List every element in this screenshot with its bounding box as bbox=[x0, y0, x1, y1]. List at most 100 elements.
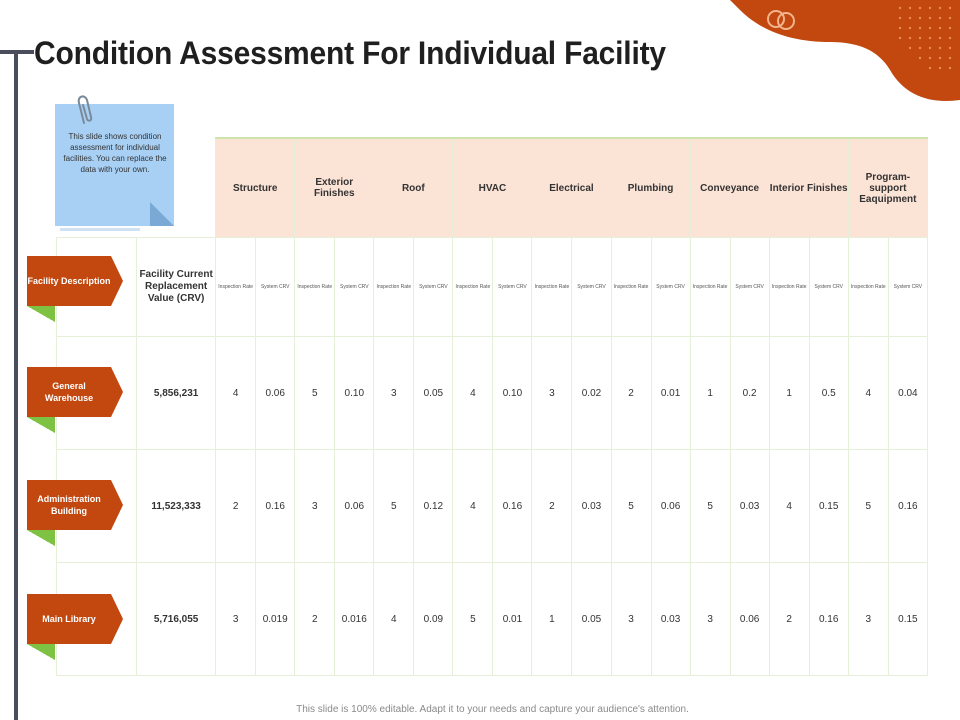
header-spacer bbox=[137, 138, 216, 238]
table-cell: 3 bbox=[215, 562, 257, 676]
label-green-fold bbox=[27, 306, 55, 322]
table-cell: 0.5 bbox=[808, 336, 849, 450]
table-cell: 5 bbox=[847, 449, 889, 563]
table-cell: 1 bbox=[768, 336, 810, 450]
table-cell: 0.03 bbox=[729, 449, 770, 563]
sticky-note-fold bbox=[150, 202, 174, 226]
table-cell: 0.15 bbox=[887, 562, 929, 676]
subheader-row: Facility Current Replacement Value (CRV)… bbox=[55, 237, 929, 337]
label-main-library: Main Library bbox=[27, 594, 123, 660]
table-cell: 0.16 bbox=[887, 449, 929, 563]
header-spacer bbox=[57, 138, 137, 238]
facility-crv-value: 11,523,333 bbox=[136, 449, 217, 563]
table-cell: 2 bbox=[610, 336, 652, 450]
table-cell: 0.03 bbox=[650, 562, 691, 676]
table-cell: 0.15 bbox=[808, 449, 849, 563]
category-header-row: Structure Exterior Finishes Roof HVAC El… bbox=[57, 137, 929, 238]
inspection-rate-header: Inspection Rate bbox=[689, 237, 731, 337]
label-green-fold bbox=[27, 644, 55, 660]
table-cell: 0.01 bbox=[492, 562, 533, 676]
table-cell: 0.09 bbox=[413, 562, 454, 676]
table-cell: 3 bbox=[373, 336, 415, 450]
system-crv-header: System CRV bbox=[255, 237, 296, 337]
label-main-library-text: Main Library bbox=[27, 594, 111, 644]
table-cell: 5 bbox=[689, 449, 731, 563]
label-arrow bbox=[111, 367, 123, 417]
table-cell: 0.01 bbox=[650, 336, 691, 450]
category-conveyance: Conveyance bbox=[689, 137, 770, 238]
label-green-fold bbox=[27, 417, 55, 433]
label-facility-description: Facility Description bbox=[27, 256, 123, 322]
table-cell: 0.10 bbox=[334, 336, 375, 450]
inspection-rate-header: Inspection Rate bbox=[294, 237, 336, 337]
table-cell: 4 bbox=[452, 449, 494, 563]
table-row: 11,523,333 2 0.16 3 0.06 5 0.12 4 0.16 2… bbox=[55, 449, 929, 563]
label-general-warehouse: General Warehouse bbox=[27, 367, 123, 433]
label-arrow bbox=[111, 594, 123, 644]
table-cell: 0.16 bbox=[808, 562, 849, 676]
table-cell: 0.12 bbox=[413, 449, 454, 563]
system-crv-header: System CRV bbox=[571, 237, 612, 337]
table-cell: 0.02 bbox=[571, 336, 612, 450]
category-hvac: HVAC bbox=[452, 137, 533, 238]
left-accent-tick bbox=[0, 50, 34, 54]
inspection-rate-header: Inspection Rate bbox=[531, 237, 573, 337]
inspection-rate-header: Inspection Rate bbox=[215, 237, 257, 337]
table-cell: 0.019 bbox=[255, 562, 296, 676]
table-cell: 2 bbox=[215, 449, 257, 563]
table-cell: 0.16 bbox=[255, 449, 296, 563]
inspection-rate-header: Inspection Rate bbox=[768, 237, 810, 337]
table-cell: 4 bbox=[847, 336, 889, 450]
table-cell: 0.03 bbox=[571, 449, 612, 563]
table-cell: 3 bbox=[610, 562, 652, 676]
decorative-blob bbox=[730, 0, 960, 101]
table-cell: 0.05 bbox=[413, 336, 454, 450]
label-facility-description-text: Facility Description bbox=[27, 256, 111, 306]
sticky-note-text: This slide shows condition assessment fo… bbox=[63, 132, 167, 174]
system-crv-header: System CRV bbox=[334, 237, 375, 337]
table-cell: 2 bbox=[294, 562, 336, 676]
table-cell: 0.2 bbox=[729, 336, 770, 450]
table-cell: 4 bbox=[768, 449, 810, 563]
facility-crv-value: 5,856,231 bbox=[136, 336, 217, 450]
table-cell: 5 bbox=[452, 562, 494, 676]
table-cell: 2 bbox=[768, 562, 810, 676]
table-cell: 3 bbox=[294, 449, 336, 563]
inspection-rate-header: Inspection Rate bbox=[373, 237, 415, 337]
table-cell: 0.10 bbox=[492, 336, 533, 450]
category-exterior-finishes: Exterior Finishes bbox=[294, 137, 375, 238]
system-crv-header: System CRV bbox=[729, 237, 770, 337]
label-administration-building-text: Administration Building bbox=[27, 480, 111, 530]
table-cell: 3 bbox=[689, 562, 731, 676]
system-crv-header: System CRV bbox=[650, 237, 691, 337]
assessment-table: Structure Exterior Finishes Roof HVAC El… bbox=[55, 137, 929, 676]
table-cell: 2 bbox=[531, 449, 573, 563]
inspection-rate-header: Inspection Rate bbox=[452, 237, 494, 337]
table-cell: 4 bbox=[373, 562, 415, 676]
footer-note: This slide is 100% editable. Adapt it to… bbox=[296, 704, 689, 715]
table-cell: 1 bbox=[689, 336, 731, 450]
table-cell: 4 bbox=[215, 336, 257, 450]
table-cell: 0.06 bbox=[334, 449, 375, 563]
category-program-support-equipment: Program-support Eaquipment bbox=[847, 137, 929, 238]
label-general-warehouse-text: General Warehouse bbox=[27, 367, 111, 417]
category-interior-finishes: Interior Finishes bbox=[768, 137, 849, 238]
table-cell: 0.06 bbox=[650, 449, 691, 563]
label-arrow bbox=[111, 256, 123, 306]
table-cell: 0.016 bbox=[334, 562, 375, 676]
table-cell: 0.06 bbox=[729, 562, 770, 676]
inspection-rate-header: Inspection Rate bbox=[847, 237, 889, 337]
category-plumbing: Plumbing bbox=[610, 137, 691, 238]
category-structure: Structure bbox=[215, 137, 296, 238]
table-cell: 4 bbox=[452, 336, 494, 450]
paperclip-icon bbox=[77, 95, 93, 124]
category-roof: Roof bbox=[373, 137, 454, 238]
left-accent-bar bbox=[14, 50, 18, 720]
label-green-fold bbox=[27, 530, 55, 546]
table-row: 5,856,231 4 0.06 5 0.10 3 0.05 4 0.10 3 … bbox=[55, 336, 929, 450]
sticky-note-shadow bbox=[60, 228, 140, 231]
table-cell: 5 bbox=[373, 449, 415, 563]
table-cell: 0.05 bbox=[571, 562, 612, 676]
label-administration-building: Administration Building bbox=[27, 480, 123, 546]
table-cell: 5 bbox=[610, 449, 652, 563]
